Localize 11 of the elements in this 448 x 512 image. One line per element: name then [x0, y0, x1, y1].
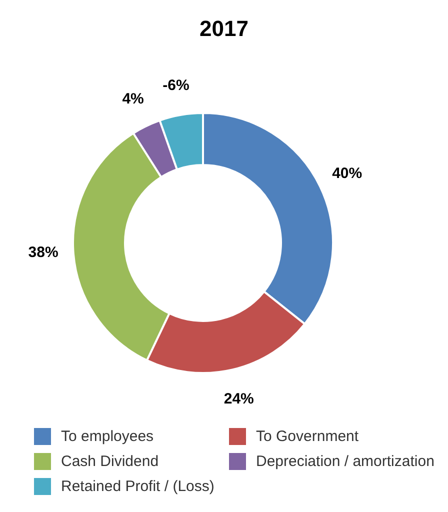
legend-label: To Government	[256, 428, 359, 445]
legend-label: Depreciation / amortization	[256, 453, 434, 470]
text: -6%	[162, 76, 190, 94]
legend-label: To employees	[61, 428, 154, 445]
text: 4%	[122, 90, 144, 108]
legend-label: Retained Profit / (Loss)	[61, 478, 214, 495]
text: 40%	[332, 165, 362, 182]
text: 24%	[224, 390, 254, 408]
chart-title: 2017	[198, 15, 250, 43]
text: 38%	[28, 244, 58, 262]
legend-label: Cash Dividend	[61, 453, 159, 470]
